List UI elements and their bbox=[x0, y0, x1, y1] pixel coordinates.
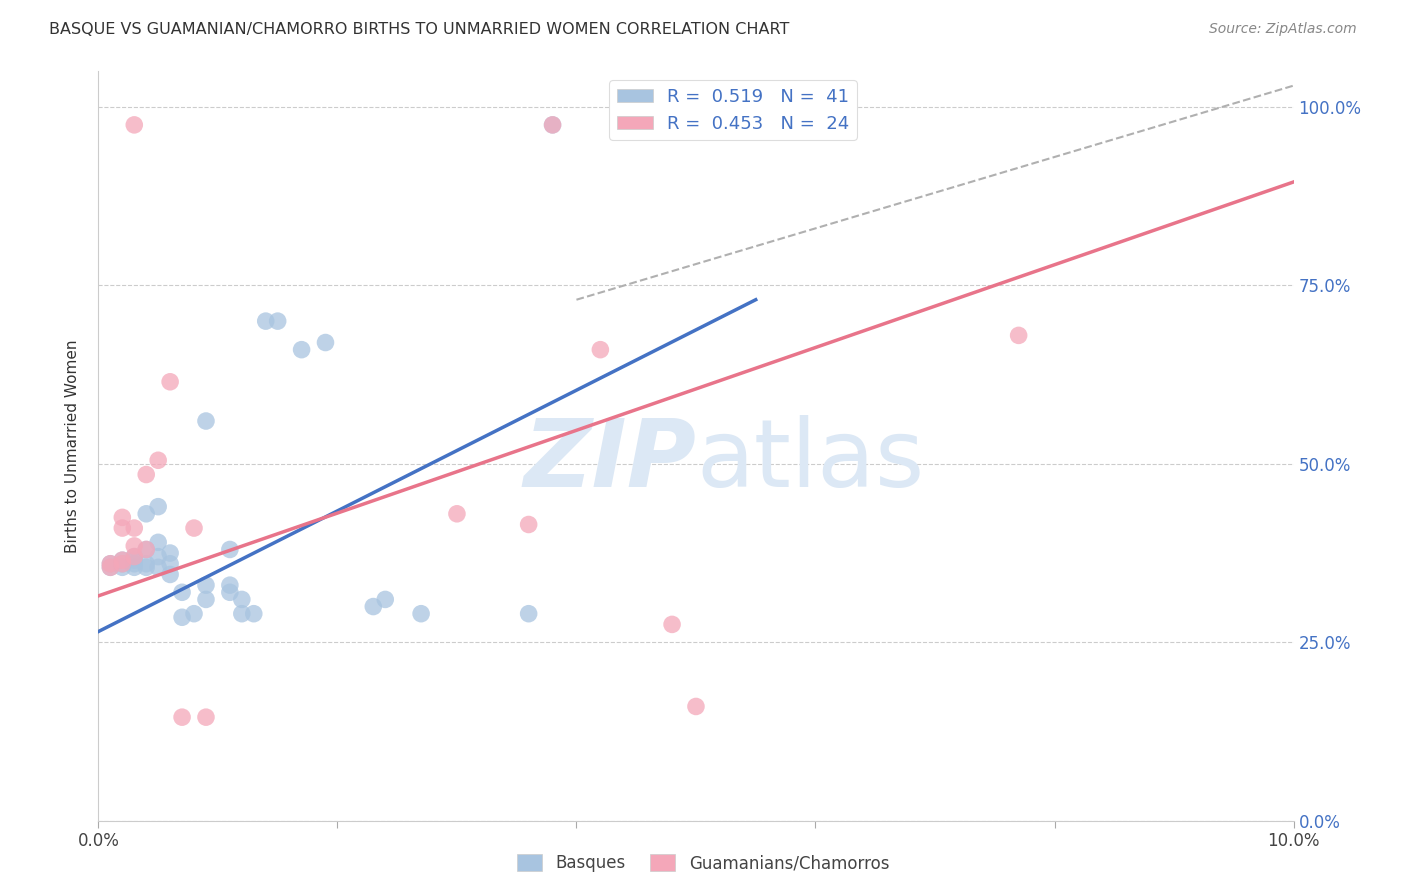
Point bbox=[685, 699, 707, 714]
Point bbox=[124, 557, 146, 571]
Point bbox=[98, 560, 122, 574]
Point bbox=[111, 560, 134, 574]
Point bbox=[172, 610, 194, 624]
Point bbox=[446, 507, 468, 521]
Point bbox=[541, 118, 564, 132]
Point bbox=[124, 549, 146, 564]
Point bbox=[135, 542, 157, 557]
Point bbox=[135, 467, 157, 482]
Point bbox=[111, 553, 134, 567]
Point bbox=[159, 557, 181, 571]
Point bbox=[159, 375, 181, 389]
Point bbox=[195, 592, 218, 607]
Point bbox=[219, 585, 242, 599]
Point bbox=[661, 617, 683, 632]
Point bbox=[135, 557, 157, 571]
Point bbox=[243, 607, 266, 621]
Point bbox=[124, 521, 146, 535]
Point bbox=[517, 517, 540, 532]
Point bbox=[363, 599, 385, 614]
Text: BASQUE VS GUAMANIAN/CHAMORRO BIRTHS TO UNMARRIED WOMEN CORRELATION CHART: BASQUE VS GUAMANIAN/CHAMORRO BIRTHS TO U… bbox=[49, 22, 790, 37]
Point bbox=[111, 557, 134, 571]
Point bbox=[148, 549, 170, 564]
Point bbox=[219, 578, 242, 592]
Point bbox=[195, 414, 218, 428]
Point bbox=[183, 521, 205, 535]
Point bbox=[111, 510, 134, 524]
Point bbox=[124, 539, 146, 553]
Point bbox=[124, 118, 146, 132]
Point bbox=[291, 343, 314, 357]
Point bbox=[148, 453, 170, 467]
Point bbox=[541, 118, 564, 132]
Text: Source: ZipAtlas.com: Source: ZipAtlas.com bbox=[1209, 22, 1357, 37]
Legend: R =  0.519   N =  41, R =  0.453   N =  24: R = 0.519 N = 41, R = 0.453 N = 24 bbox=[609, 80, 856, 140]
Point bbox=[267, 314, 290, 328]
Point bbox=[219, 542, 242, 557]
Point bbox=[172, 710, 194, 724]
Point bbox=[254, 314, 277, 328]
Point bbox=[374, 592, 396, 607]
Point bbox=[111, 553, 134, 567]
Point bbox=[159, 567, 181, 582]
Point bbox=[159, 546, 181, 560]
Point bbox=[111, 521, 134, 535]
Point bbox=[172, 585, 194, 599]
Text: atlas: atlas bbox=[696, 415, 924, 507]
Point bbox=[148, 500, 170, 514]
Point bbox=[135, 507, 157, 521]
Point bbox=[111, 557, 134, 571]
Point bbox=[135, 542, 157, 557]
Point bbox=[231, 592, 253, 607]
Text: ZIP: ZIP bbox=[523, 415, 696, 507]
Point bbox=[98, 557, 122, 571]
Legend: Basques, Guamanians/Chamorros: Basques, Guamanians/Chamorros bbox=[510, 847, 896, 879]
Point bbox=[315, 335, 337, 350]
Point bbox=[589, 343, 612, 357]
Point bbox=[135, 560, 157, 574]
Point bbox=[411, 607, 433, 621]
Y-axis label: Births to Unmarried Women: Births to Unmarried Women bbox=[65, 339, 80, 553]
Point bbox=[183, 607, 205, 621]
Point bbox=[148, 535, 170, 549]
Point bbox=[148, 560, 170, 574]
Point bbox=[98, 560, 122, 574]
Point bbox=[231, 607, 253, 621]
Point bbox=[124, 549, 146, 564]
Point bbox=[195, 578, 218, 592]
Point bbox=[195, 710, 218, 724]
Point bbox=[517, 607, 540, 621]
Point bbox=[124, 553, 146, 567]
Point bbox=[98, 557, 122, 571]
Point bbox=[1008, 328, 1031, 343]
Point bbox=[124, 560, 146, 574]
